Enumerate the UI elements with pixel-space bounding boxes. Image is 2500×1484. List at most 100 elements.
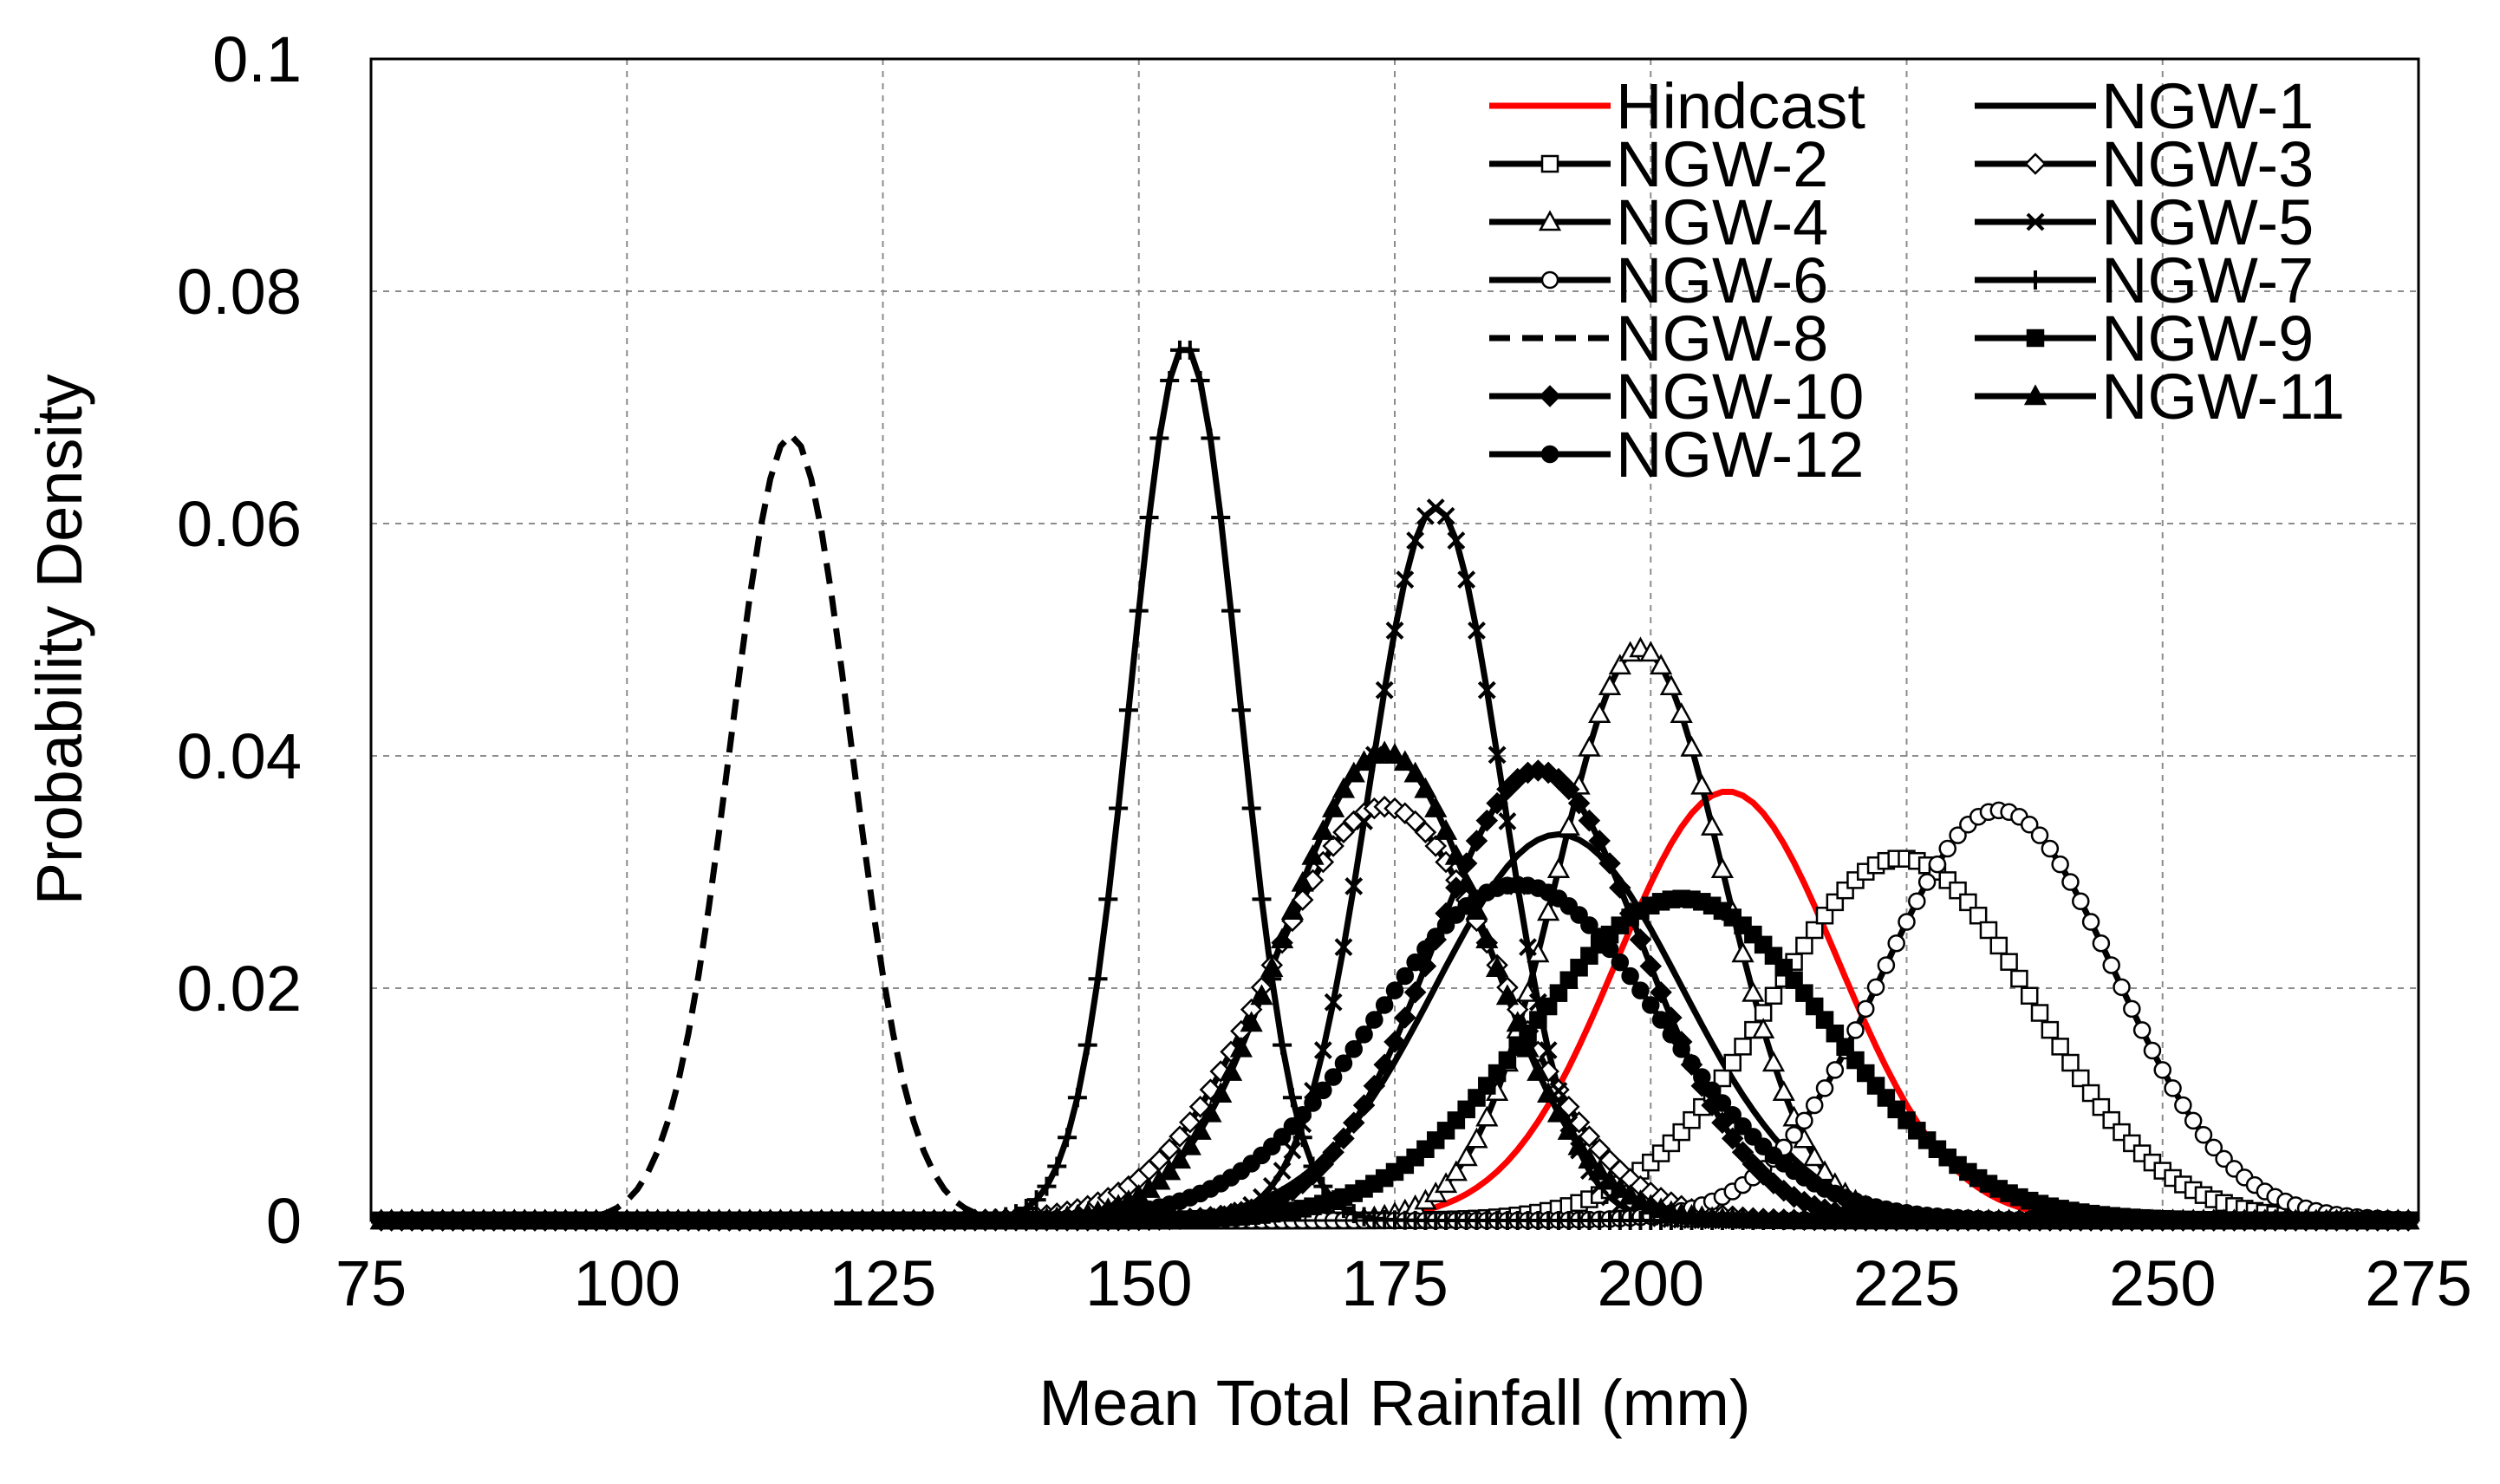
legend-entry-ngw-4: NGW-4 (1489, 186, 1828, 258)
data-point-ngw-12 (1672, 1039, 1690, 1058)
data-point-ngw-4 (1752, 1018, 1775, 1038)
data-point-ngw-6 (2041, 839, 2060, 858)
data-point-ngw-10 (1403, 980, 1427, 1004)
data-point-ngw-7 (1273, 1035, 1292, 1055)
data-point-ngw-12 (1355, 1025, 1373, 1044)
data-point-ngw-12 (1702, 1081, 1722, 1100)
data-point-ngw-11 (1444, 843, 1468, 865)
data-point-ngw-4 (1761, 1051, 1786, 1072)
data-point-ngw-7 (1067, 1088, 1087, 1108)
data-point-ngw-11 (1434, 819, 1458, 840)
data-point-ngw-5 (1313, 1041, 1332, 1059)
data-point-ngw-3 (1291, 888, 1314, 911)
data-point-ngw-10 (1486, 791, 1508, 815)
legend-label-ngw-11: NGW-11 (2101, 361, 2345, 433)
data-point-ngw-11 (1301, 843, 1325, 865)
legend-marker-ngw-6 (1540, 270, 1559, 290)
data-point-ngw-10 (1578, 809, 1601, 832)
data-point-ngw-11 (1178, 1134, 1201, 1155)
data-point-ngw-2 (1969, 906, 1988, 925)
data-point-ngw-6 (2030, 826, 2049, 844)
legend-entry-ngw-1: NGW-1 (1975, 70, 2314, 142)
data-point-ngw-7 (1088, 969, 1108, 989)
data-point-ngw-5 (1334, 938, 1353, 957)
x-tick-label-75: 75 (335, 1247, 407, 1319)
data-point-ngw-9 (1815, 1011, 1834, 1029)
x-tick-label-175: 175 (1341, 1247, 1448, 1319)
data-point-ngw-7 (1149, 428, 1169, 448)
data-point-ngw-2 (2081, 1084, 2100, 1103)
data-point-ngw-11 (1322, 797, 1345, 817)
data-point-ngw-12 (1600, 940, 1619, 959)
data-point-ngw-5 (1273, 1162, 1292, 1181)
legend-label-ngw-8: NGW-8 (1616, 303, 1828, 374)
data-point-ngw-5 (1519, 938, 1537, 957)
data-point-ngw-6 (1928, 855, 1947, 874)
data-point-ngw-7 (1160, 370, 1180, 390)
data-point-ngw-5 (1498, 812, 1517, 830)
legend-marker-ngw-5 (2026, 212, 2045, 231)
data-point-ngw-5 (1477, 680, 1496, 700)
data-point-ngw-4 (1588, 702, 1611, 724)
data-point-ngw-10 (1322, 1141, 1344, 1163)
legend-entry-ngw-8: NGW-8 (1489, 303, 1828, 374)
data-point-ngw-2 (2000, 953, 2018, 971)
data-point-ngw-2 (1979, 921, 1998, 940)
data-point-ngw-12 (1580, 916, 1598, 934)
data-point-ngw-3 (1158, 1137, 1181, 1161)
legend-label-ngw-12: NGW-12 (1616, 419, 1864, 491)
data-point-ngw-4 (1537, 900, 1560, 921)
data-point-ngw-11 (1342, 761, 1365, 783)
data-point-ngw-11 (1608, 1177, 1631, 1198)
data-point-ngw-7 (1241, 798, 1261, 818)
data-point-ngw-4 (1659, 674, 1683, 696)
legend-label-ngw-5: NGW-5 (2101, 186, 2314, 258)
data-point-ngw-6 (2164, 1079, 2182, 1097)
data-point-ngw-5 (1385, 622, 1404, 640)
data-point-ngw-10 (1332, 1127, 1355, 1150)
data-point-ngw-12 (1283, 1117, 1302, 1136)
data-point-ngw-2 (1713, 1069, 1732, 1088)
data-point-ngw-12 (1375, 996, 1394, 1014)
data-point-ngw-12 (1723, 1106, 1742, 1124)
legend-entry-ngw-11: NGW-11 (1975, 361, 2345, 433)
data-point-ngw-12 (1324, 1068, 1343, 1086)
data-point-ngw-12 (1304, 1094, 1322, 1112)
data-point-ngw-4 (1680, 735, 1703, 757)
data-point-ngw-12 (1334, 1054, 1353, 1072)
data-point-ngw-7 (1047, 1156, 1067, 1176)
data-point-ngw-4 (1690, 773, 1714, 795)
data-point-ngw-6 (1826, 1061, 1845, 1079)
data-point-ngw-2 (1815, 906, 1834, 925)
data-point-ngw-6 (1805, 1096, 1824, 1115)
legend-entry-ngw-6: NGW-6 (1489, 244, 1828, 316)
data-point-ngw-9 (1785, 971, 1803, 989)
data-point-ngw-11 (1383, 743, 1407, 765)
data-point-ngw-6 (1785, 1125, 1803, 1144)
data-point-ngw-2 (2041, 1020, 2060, 1039)
data-point-ngw-12 (1273, 1128, 1292, 1146)
data-point-ngw-10 (1475, 809, 1499, 832)
data-point-ngw-6 (2081, 913, 2100, 931)
data-point-ngw-11 (1618, 1183, 1642, 1205)
data-point-ngw-6 (1857, 999, 1875, 1019)
data-point-ngw-7 (1109, 798, 1129, 818)
data-point-ngw-12 (1683, 1054, 1701, 1072)
y-tick-label-0.04: 0.04 (177, 720, 302, 792)
data-point-ngw-5 (1406, 531, 1425, 550)
data-point-ngw-7 (1354, 1207, 1374, 1227)
data-point-ngw-9 (1498, 1051, 1517, 1070)
data-point-ngw-12 (1406, 953, 1424, 972)
data-point-ngw-12 (1426, 928, 1445, 946)
legend-label-ngw-7: NGW-7 (2101, 244, 2314, 316)
data-point-ngw-7 (1118, 700, 1138, 720)
data-point-ngw-3 (1332, 821, 1355, 843)
data-point-ngw-6 (2143, 1041, 2162, 1060)
data-point-ngw-11 (1331, 777, 1356, 798)
data-point-ngw-6 (2123, 999, 2141, 1019)
data-point-ngw-6 (2072, 892, 2090, 911)
data-point-ngw-5 (1344, 876, 1364, 895)
data-point-ngw-11 (1527, 1060, 1550, 1081)
data-point-ngw-11 (1209, 1082, 1233, 1103)
legend-marker-ngw-4 (1538, 210, 1562, 231)
